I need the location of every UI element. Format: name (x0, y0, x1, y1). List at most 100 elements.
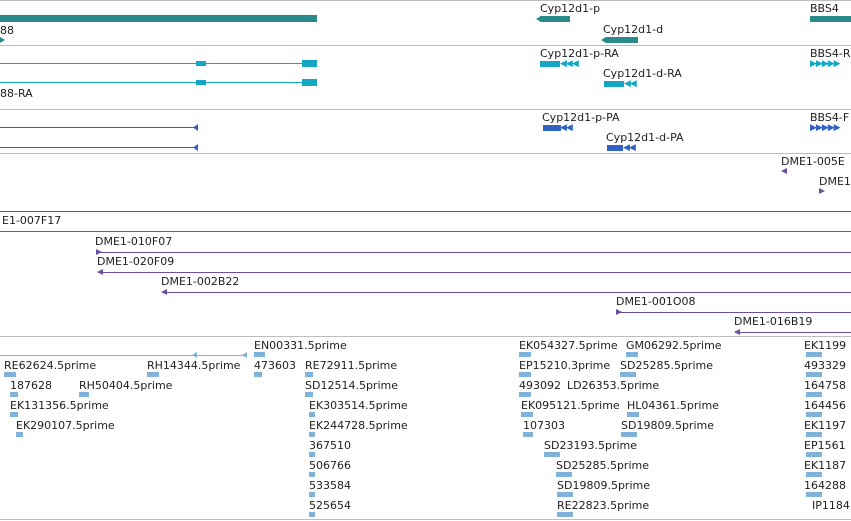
est-alignment[interactable] (806, 352, 822, 357)
est-alignment[interactable] (309, 412, 315, 417)
bac-clone[interactable] (735, 332, 851, 333)
est-alignment[interactable] (556, 472, 572, 477)
est-alignment[interactable] (806, 452, 822, 457)
bac-label[interactable]: DME1-020F09 (97, 255, 175, 268)
est-label[interactable]: RH14344.5prime (147, 359, 241, 372)
est-alignment[interactable] (79, 392, 89, 397)
bac-label[interactable]: DME1-005E (781, 155, 845, 168)
est-label[interactable]: EK095121.5prime (521, 399, 620, 412)
est-alignment[interactable] (806, 492, 822, 497)
bac-clone[interactable] (162, 292, 851, 293)
bac-clone[interactable] (98, 272, 851, 273)
est-label[interactable]: 525654 (309, 499, 351, 512)
gene-feature[interactable] (540, 16, 570, 22)
gene-feature[interactable] (0, 15, 317, 22)
est-label[interactable]: GM06292.5prime (626, 339, 722, 352)
transcript-exon[interactable] (196, 80, 206, 85)
est-label[interactable]: EN00331.5prime (254, 339, 347, 352)
est-label[interactable]: 493329 (804, 359, 846, 372)
est-alignment[interactable] (254, 352, 265, 357)
est-alignment[interactable] (305, 372, 313, 377)
est-label[interactable]: 533584 (309, 479, 351, 492)
est-label[interactable]: SD12514.5prime (305, 379, 398, 392)
transcript-label[interactable]: Cyp12d1-d-RA (603, 67, 682, 80)
gene-label[interactable]: Cyp12d1-p (540, 2, 601, 15)
est-label[interactable]: EP15210.3prime (519, 359, 611, 372)
est-label[interactable]: SD19809.5prime (621, 419, 714, 432)
est-label[interactable]: EK303514.5prime (309, 399, 408, 412)
gene-feature[interactable] (606, 37, 638, 43)
est-label[interactable]: SD19809.5prime (557, 479, 650, 492)
est-alignment[interactable] (627, 412, 639, 417)
est-label[interactable]: EP1561 (804, 439, 846, 452)
est-alignment[interactable] (523, 432, 533, 437)
bac-label[interactable]: DME1-016B19 (734, 315, 813, 328)
est-label[interactable]: RH50404.5prime (79, 379, 173, 392)
est-label[interactable]: EK131356.5prime (10, 399, 109, 412)
gene-label[interactable]: BBS4 (810, 2, 839, 15)
est-alignment[interactable] (147, 372, 159, 377)
est-alignment[interactable] (806, 392, 822, 397)
bac-clone[interactable] (97, 252, 851, 253)
est-label[interactable]: 107303 (523, 419, 565, 432)
est-label[interactable]: EK244728.5prime (309, 419, 408, 432)
est-label[interactable]: 493092 (519, 379, 561, 392)
est-alignment[interactable] (806, 432, 822, 437)
est-alignment[interactable] (544, 452, 560, 457)
bac-label[interactable]: DME1-001O08 (616, 295, 696, 308)
est-alignment[interactable] (557, 512, 573, 517)
transcript-exon[interactable] (196, 61, 206, 66)
est-alignment[interactable] (0, 355, 247, 356)
est-alignment[interactable] (309, 472, 315, 477)
est-alignment[interactable] (626, 352, 638, 357)
transcript-label[interactable]: BBS4-R (810, 47, 851, 60)
est-alignment[interactable] (16, 432, 23, 437)
est-label[interactable]: EK290107.5prime (16, 419, 115, 432)
transcript-label[interactable]: Cyp12d1-d-PA (606, 131, 684, 144)
est-alignment[interactable] (806, 372, 822, 377)
est-alignment[interactable] (806, 412, 822, 417)
transcript-label[interactable]: BBS4-F (810, 111, 850, 124)
est-label[interactable]: 164456 (804, 399, 846, 412)
est-alignment[interactable] (620, 372, 636, 377)
est-label[interactable]: EK054327.5prime (519, 339, 618, 352)
est-alignment[interactable] (519, 392, 531, 397)
est-label[interactable]: EK1199 (804, 339, 847, 352)
bac-clone[interactable] (617, 312, 851, 313)
transcript-exon[interactable] (543, 125, 561, 131)
gene-feature[interactable] (810, 16, 851, 22)
est-label[interactable]: SD25285.5prime (620, 359, 713, 372)
est-label[interactable]: SD23193.5prime (544, 439, 637, 452)
bac-label[interactable]: E1-007F17 (2, 214, 62, 227)
est-alignment[interactable] (305, 392, 313, 397)
est-label[interactable]: RE22823.5prime (557, 499, 650, 512)
gene-label[interactable]: 88 (0, 24, 14, 37)
est-alignment[interactable] (519, 372, 531, 377)
transcript-label[interactable]: Cyp12d1-p-PA (542, 111, 620, 124)
est-label[interactable]: 164758 (804, 379, 846, 392)
est-label[interactable]: 164288 (804, 479, 846, 492)
bac-label[interactable]: DME1-002B22 (161, 275, 240, 288)
est-alignment[interactable] (557, 492, 573, 497)
gene-label[interactable]: Cyp12d1-d (603, 23, 664, 36)
est-label[interactable]: EK1187 (804, 459, 847, 472)
bac-label[interactable]: DME1 (819, 175, 851, 188)
est-label[interactable]: RE62624.5prime (4, 359, 97, 372)
est-alignment[interactable] (519, 352, 531, 357)
est-label[interactable]: 473603 (254, 359, 296, 372)
est-label[interactable]: 187628 (10, 379, 52, 392)
est-label[interactable]: 367510 (309, 439, 351, 452)
bac-label[interactable]: DME1-010F07 (95, 235, 173, 248)
transcript-label[interactable]: 88-RA (0, 87, 33, 100)
transcript-exon[interactable] (540, 61, 560, 67)
est-label[interactable]: LD26353.5prime (567, 379, 660, 392)
est-alignment[interactable] (309, 452, 315, 457)
est-label[interactable]: RE72911.5prime (305, 359, 398, 372)
est-label[interactable]: EK1197 (804, 419, 847, 432)
transcript-exon[interactable] (607, 145, 623, 151)
est-alignment[interactable] (309, 432, 315, 437)
transcript-exon[interactable] (604, 81, 624, 87)
est-alignment[interactable] (521, 412, 533, 417)
est-alignment[interactable] (621, 432, 637, 437)
bac-clone[interactable] (0, 231, 851, 232)
